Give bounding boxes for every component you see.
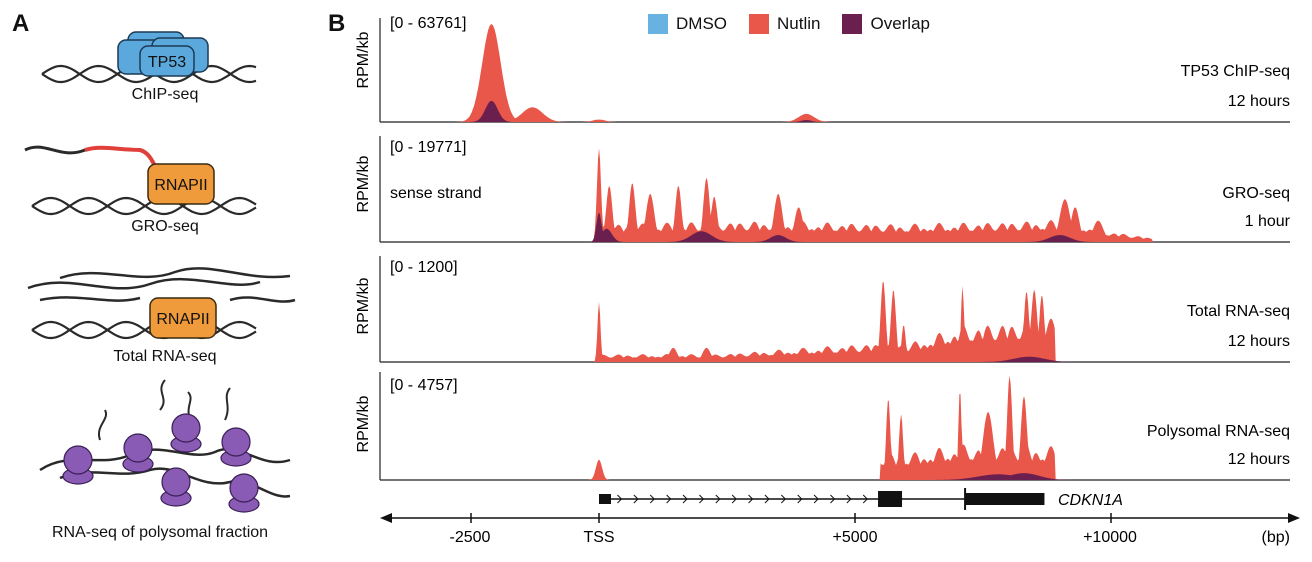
gene-strand-arrow xyxy=(846,494,852,504)
gene-strand-arrow xyxy=(682,494,688,504)
track-2-nutlin-area xyxy=(384,148,1290,242)
track-4-range: [0 - 4757] xyxy=(390,377,458,394)
ribosome-large-subunit xyxy=(161,467,191,497)
x-tick-label-minus2500: -2500 xyxy=(450,529,491,546)
gene-model: CDKN1A xyxy=(599,488,1123,510)
polysome-ribosome-icon xyxy=(39,379,291,513)
gene-strand-arrow xyxy=(797,494,803,504)
ribosome-large-subunit xyxy=(63,445,93,475)
x-tick-label-tss: TSS xyxy=(583,529,614,546)
legend: DMSO Nutlin Overlap xyxy=(648,14,930,34)
track-2-ylabel: RPM/kb xyxy=(355,155,372,212)
legend-label-dmso: DMSO xyxy=(676,14,727,33)
gene-exon-1 xyxy=(599,494,611,504)
track-3-time: 12 hours xyxy=(1228,333,1290,350)
track-3-name: Total RNA-seq xyxy=(1187,303,1290,320)
track-4-plot xyxy=(379,372,1290,481)
tp53-label: TP53 xyxy=(148,54,186,71)
gene-strand-arrow xyxy=(617,494,623,504)
gene-strand-arrow xyxy=(649,494,655,504)
gene-strand-arrow xyxy=(633,494,639,504)
gro-seq-caption: GRO-seq xyxy=(131,218,199,235)
panel-a: A TP53 RNAPII xyxy=(0,0,330,562)
track-1-range: [0 - 63761] xyxy=(390,15,467,32)
track-3-plot xyxy=(379,256,1290,363)
track-4: RPM/kb [0 - 4757] Polysomal RNA-seq 12 h… xyxy=(355,377,1290,468)
gene-strand-arrow xyxy=(862,494,868,504)
panel-a-label: A xyxy=(12,10,30,37)
track-1-ylabel: RPM/kb xyxy=(355,31,372,88)
x-axis-left-arrow xyxy=(380,513,392,523)
track-1: RPM/kb [0 - 63761] TP53 ChIP-seq 12 hour… xyxy=(355,15,1290,110)
x-tick-label-plus5000: +5000 xyxy=(833,529,878,546)
panel-b-label: B xyxy=(328,10,346,37)
track-2-overlap-area xyxy=(384,212,1290,242)
chip-seq-caption: ChIP-seq xyxy=(131,86,199,103)
track-1-time: 12 hours xyxy=(1228,93,1290,110)
ribosome-large-subunit xyxy=(221,427,251,457)
dna-helix-total-icon xyxy=(31,320,257,340)
ribosome-large-subunit xyxy=(123,433,153,463)
track-1-name: TP53 ChIP-seq xyxy=(1181,63,1290,80)
panel-b: B DMSO Nutlin Overlap RPM/kb [0 - 63761]… xyxy=(320,0,1312,562)
gene-strand-arrow xyxy=(699,494,705,504)
legend-swatch-overlap xyxy=(842,14,863,34)
gene-strand-arrow xyxy=(731,494,737,504)
track-3-ylabel: RPM/kb xyxy=(355,277,372,334)
x-axis-right-arrow xyxy=(1288,513,1300,523)
legend-item-overlap: Overlap xyxy=(842,14,930,34)
gene-strand-arrow xyxy=(764,494,770,504)
rnapii-gro-icon: RNAPII xyxy=(147,163,215,205)
legend-swatch-nutlin xyxy=(749,14,769,34)
track-2-name: GRO-seq xyxy=(1222,185,1290,202)
gene-strand-arrow xyxy=(666,494,672,504)
track-2-note: sense strand xyxy=(390,185,482,202)
ribosome-large-subunit xyxy=(229,473,259,503)
gene-strand-arrow xyxy=(715,494,721,504)
track-3-range: [0 - 1200] xyxy=(390,259,458,276)
track-2: RPM/kb [0 - 19771] sense strand GRO-seq … xyxy=(355,139,1291,230)
x-tick-label-plus10000: +10000 xyxy=(1083,529,1137,546)
gene-strand-arrow xyxy=(830,494,836,504)
track-4-overlap-area xyxy=(384,473,1290,480)
total-rna-seq-caption: Total RNA-seq xyxy=(113,348,217,365)
gene-exon-2 xyxy=(878,491,903,507)
gene-strand-arrow xyxy=(780,494,787,504)
tp53-protein-icon: TP53 xyxy=(117,31,209,77)
rnapii-total-label: RNAPII xyxy=(156,311,209,328)
rna-strands-icon xyxy=(27,267,296,303)
track-2-range: [0 - 19771] xyxy=(390,139,467,156)
track-2-plot xyxy=(379,136,1290,243)
legend-swatch-dmso xyxy=(648,14,668,34)
ribosome-large-subunit xyxy=(171,413,201,443)
gene-strand-arrow xyxy=(748,494,754,504)
track-4-name: Polysomal RNA-seq xyxy=(1147,423,1290,440)
gene-name-label: CDKN1A xyxy=(1058,492,1123,509)
track-3-nutlin-area xyxy=(384,282,1290,362)
track-2-time: 1 hour xyxy=(1245,213,1291,230)
x-unit-label: (bp) xyxy=(1262,529,1290,546)
gene-strand-arrow xyxy=(813,494,819,504)
genome-tracks-chart: RPM/kb [0 - 63761] TP53 ChIP-seq 12 hour… xyxy=(355,15,1300,546)
track-1-nutlin-area xyxy=(384,24,1290,123)
legend-label-nutlin: Nutlin xyxy=(777,14,821,33)
track-1-plot xyxy=(379,18,1290,123)
polysomal-caption: RNA-seq of polysomal fraction xyxy=(51,524,269,541)
rnapii-total-icon: RNAPII xyxy=(149,297,217,339)
dna-helix-gro-icon xyxy=(31,196,257,216)
gene-exon-3 xyxy=(965,493,1045,505)
rnapii-gro-label: RNAPII xyxy=(154,177,207,194)
legend-item-nutlin: Nutlin xyxy=(749,14,820,34)
nascent-rna-icon xyxy=(24,145,158,169)
panel-a-illustrations: TP53 RNAPII RNAPII xyxy=(24,31,296,513)
track-3: RPM/kb [0 - 1200] Total RNA-seq 12 hours xyxy=(355,259,1290,350)
track-4-ylabel: RPM/kb xyxy=(355,395,372,452)
legend-item-dmso: DMSO xyxy=(648,14,727,34)
track-4-time: 12 hours xyxy=(1228,451,1290,468)
legend-label-overlap: Overlap xyxy=(870,14,930,33)
x-axis: -2500 TSS +5000 +10000 (bp) xyxy=(380,513,1300,546)
